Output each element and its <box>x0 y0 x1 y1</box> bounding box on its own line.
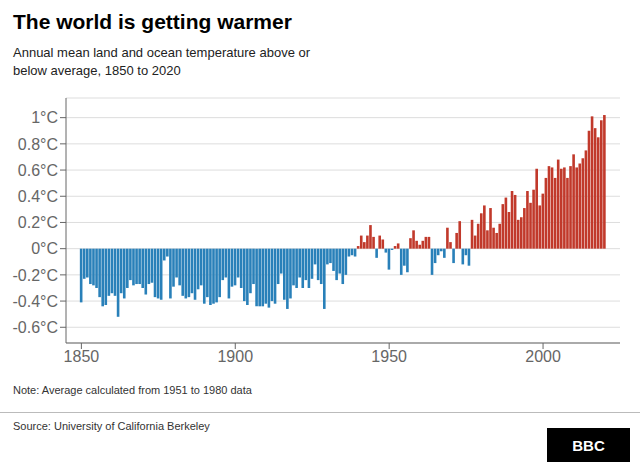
svg-text:2000: 2000 <box>525 348 561 365</box>
html-text:Annual mean land and ocean tem: Annual mean land and ocean temperature a… <box>13 45 310 78</box>
svg-text:0°C: 0°C <box>31 240 58 257</box>
svg-text:1850: 1850 <box>64 348 100 365</box>
svg-text:1900: 1900 <box>217 348 253 365</box>
svg-text:-0.4°C: -0.4°C <box>12 293 58 310</box>
html-text:The world is getting warmer: The world is getting warmer <box>13 10 292 33</box>
svg-text:0.4°C: 0.4°C <box>18 188 58 205</box>
svg-text:1950: 1950 <box>371 348 407 365</box>
html-text:BBC: BBC <box>572 436 605 454</box>
svg-text:0.8°C: 0.8°C <box>18 136 58 153</box>
svg-text:0.6°C: 0.6°C <box>18 162 58 179</box>
svg-text:-0.2°C: -0.2°C <box>12 267 58 284</box>
html-text:Note: Average calculated from: Note: Average calculated from 1951 to 19… <box>13 384 252 396</box>
svg-text:1°C: 1°C <box>31 109 58 126</box>
svg-text:-0.6°C: -0.6°C <box>12 319 58 336</box>
svg-text:0.2°C: 0.2°C <box>18 214 58 231</box>
html-text:Source: University of Californ: Source: University of California Berkele… <box>13 420 210 432</box>
